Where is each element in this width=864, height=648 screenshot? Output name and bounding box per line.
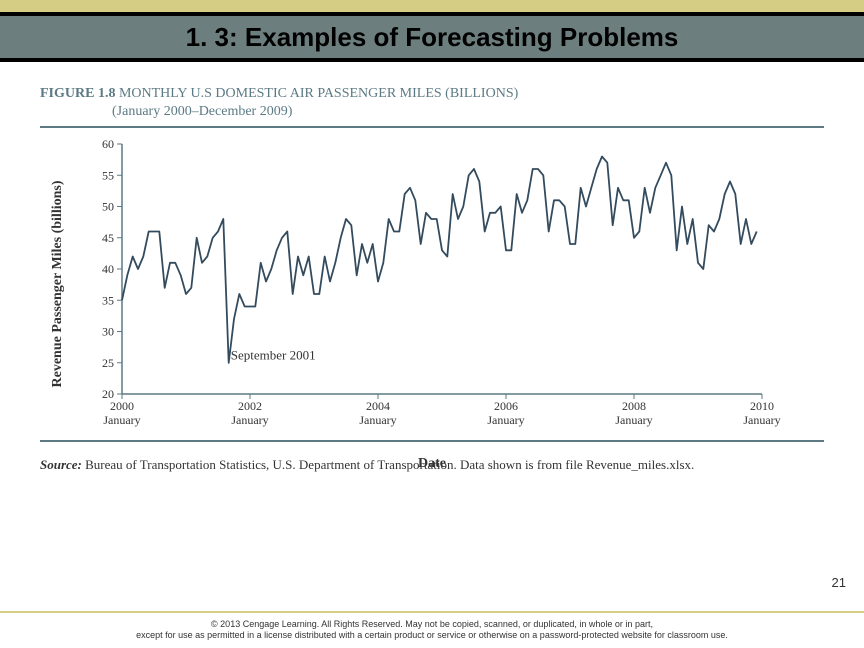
source-text: Bureau of Transportation Statistics, U.S… — [82, 457, 694, 472]
svg-text:2008: 2008 — [622, 399, 646, 413]
svg-text:2000: 2000 — [110, 399, 134, 413]
svg-text:55: 55 — [102, 168, 114, 182]
svg-text:35: 35 — [102, 293, 114, 307]
slide-title: 1. 3: Examples of Forecasting Problems — [186, 22, 679, 53]
svg-text:60: 60 — [102, 137, 114, 151]
page-number: 21 — [832, 575, 846, 590]
svg-text:40: 40 — [102, 262, 114, 276]
chart-container: Revenue Passenger Miles (billions) 20253… — [40, 126, 824, 442]
svg-text:2002: 2002 — [238, 399, 262, 413]
figure-title: MONTHLY U.S DOMESTIC AIR PASSENGER MILES… — [119, 86, 518, 101]
x-axis-label: Date — [418, 456, 446, 472]
svg-text:30: 30 — [102, 325, 114, 339]
chart-plot-area: Revenue Passenger Miles (billions) 20253… — [82, 134, 782, 434]
figure-number: FIGURE 1.8 — [40, 86, 115, 101]
svg-text:25: 25 — [102, 356, 114, 370]
svg-text:2010: 2010 — [750, 399, 774, 413]
svg-text:January: January — [103, 413, 140, 427]
footer-line-1: © 2013 Cengage Learning. All Rights Rese… — [0, 619, 864, 631]
footer-line-2: except for use as permitted in a license… — [0, 630, 864, 642]
svg-text:January: January — [487, 413, 524, 427]
svg-text:January: January — [359, 413, 396, 427]
figure-caption: FIGURE 1.8 MONTHLY U.S DOMESTIC AIR PASS… — [40, 86, 824, 102]
y-axis-label: Revenue Passenger Miles (billions) — [50, 180, 66, 387]
top-accent-bar — [0, 0, 864, 12]
svg-text:2006: 2006 — [494, 399, 518, 413]
source-prefix: Source: — [40, 457, 82, 472]
svg-text:January: January — [743, 413, 780, 427]
svg-text:45: 45 — [102, 231, 114, 245]
svg-text:January: January — [615, 413, 652, 427]
svg-text:January: January — [231, 413, 268, 427]
svg-text:2004: 2004 — [366, 399, 390, 413]
figure-subtitle: (January 2000–December 2009) — [112, 104, 824, 120]
svg-text:50: 50 — [102, 200, 114, 214]
svg-text:September 2001: September 2001 — [231, 348, 316, 363]
title-bar: 1. 3: Examples of Forecasting Problems — [0, 16, 864, 58]
content-area: FIGURE 1.8 MONTHLY U.S DOMESTIC AIR PASS… — [0, 62, 864, 474]
line-chart: 2025303540455055602000January2002January… — [82, 134, 782, 434]
copyright-footer: © 2013 Cengage Learning. All Rights Rese… — [0, 611, 864, 642]
